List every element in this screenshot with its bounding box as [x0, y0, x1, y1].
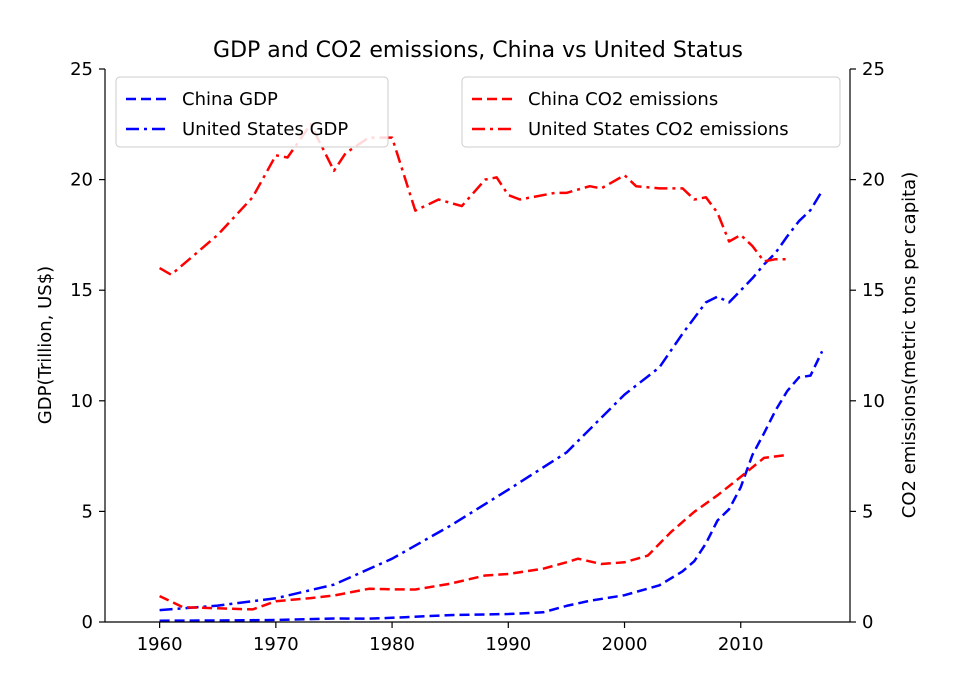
y-right-tick-label: 0 — [862, 612, 873, 633]
x-tick-label: 2000 — [602, 634, 648, 655]
series-line-china-gdp — [159, 350, 824, 622]
y-axis-label-right: CO2 emissions(metric tons per capita) — [899, 172, 920, 518]
y-right-tick-label: 10 — [862, 391, 885, 412]
y-left-tick-label: 20 — [70, 170, 93, 191]
x-tick-label: 2010 — [718, 634, 764, 655]
legend-frame — [115, 76, 389, 148]
chart-title: GDP and CO2 emissions, China vs United S… — [213, 38, 743, 63]
y-left-tick-label: 10 — [70, 391, 93, 412]
y-left-tick-label: 0 — [82, 612, 93, 633]
legend-label: China GDP — [182, 89, 278, 110]
axes: 1960 1970 1980 1990 2000 2010 0 5 10 15 20 25 0 5 10 15… — [70, 59, 885, 655]
legend-gdp: China GDP United States GDP — [115, 76, 389, 148]
legend-label: United States GDP — [182, 119, 348, 140]
legend-label: China CO2 emissions — [528, 89, 718, 110]
series-line-china-co2-emissions — [159, 453, 788, 611]
x-tick-label: 1960 — [137, 634, 183, 655]
series-line-united-states-gdp — [159, 190, 824, 612]
legend-co2: China CO2 emissions United States CO2 emi… — [461, 76, 841, 148]
y-left-tick-label: 25 — [70, 59, 93, 80]
y-right-tick-label: 20 — [862, 170, 885, 191]
x-tick-label: 1990 — [485, 634, 531, 655]
plot-lines — [158, 123, 824, 622]
y-right-tick-label: 25 — [862, 59, 885, 80]
y-right-tick-label: 5 — [862, 501, 873, 522]
y-left-tick-label: 15 — [70, 280, 93, 301]
x-tick-label: 1970 — [253, 634, 299, 655]
legend-frame — [461, 76, 841, 148]
y-left-tick-label: 5 — [82, 501, 93, 522]
legend-label: United States CO2 emissions — [528, 119, 789, 140]
y-right-tick-label: 15 — [862, 280, 885, 301]
x-tick-label: 1980 — [369, 634, 415, 655]
y-axis-label-left: GDP(Trillion, US$) — [35, 266, 56, 424]
